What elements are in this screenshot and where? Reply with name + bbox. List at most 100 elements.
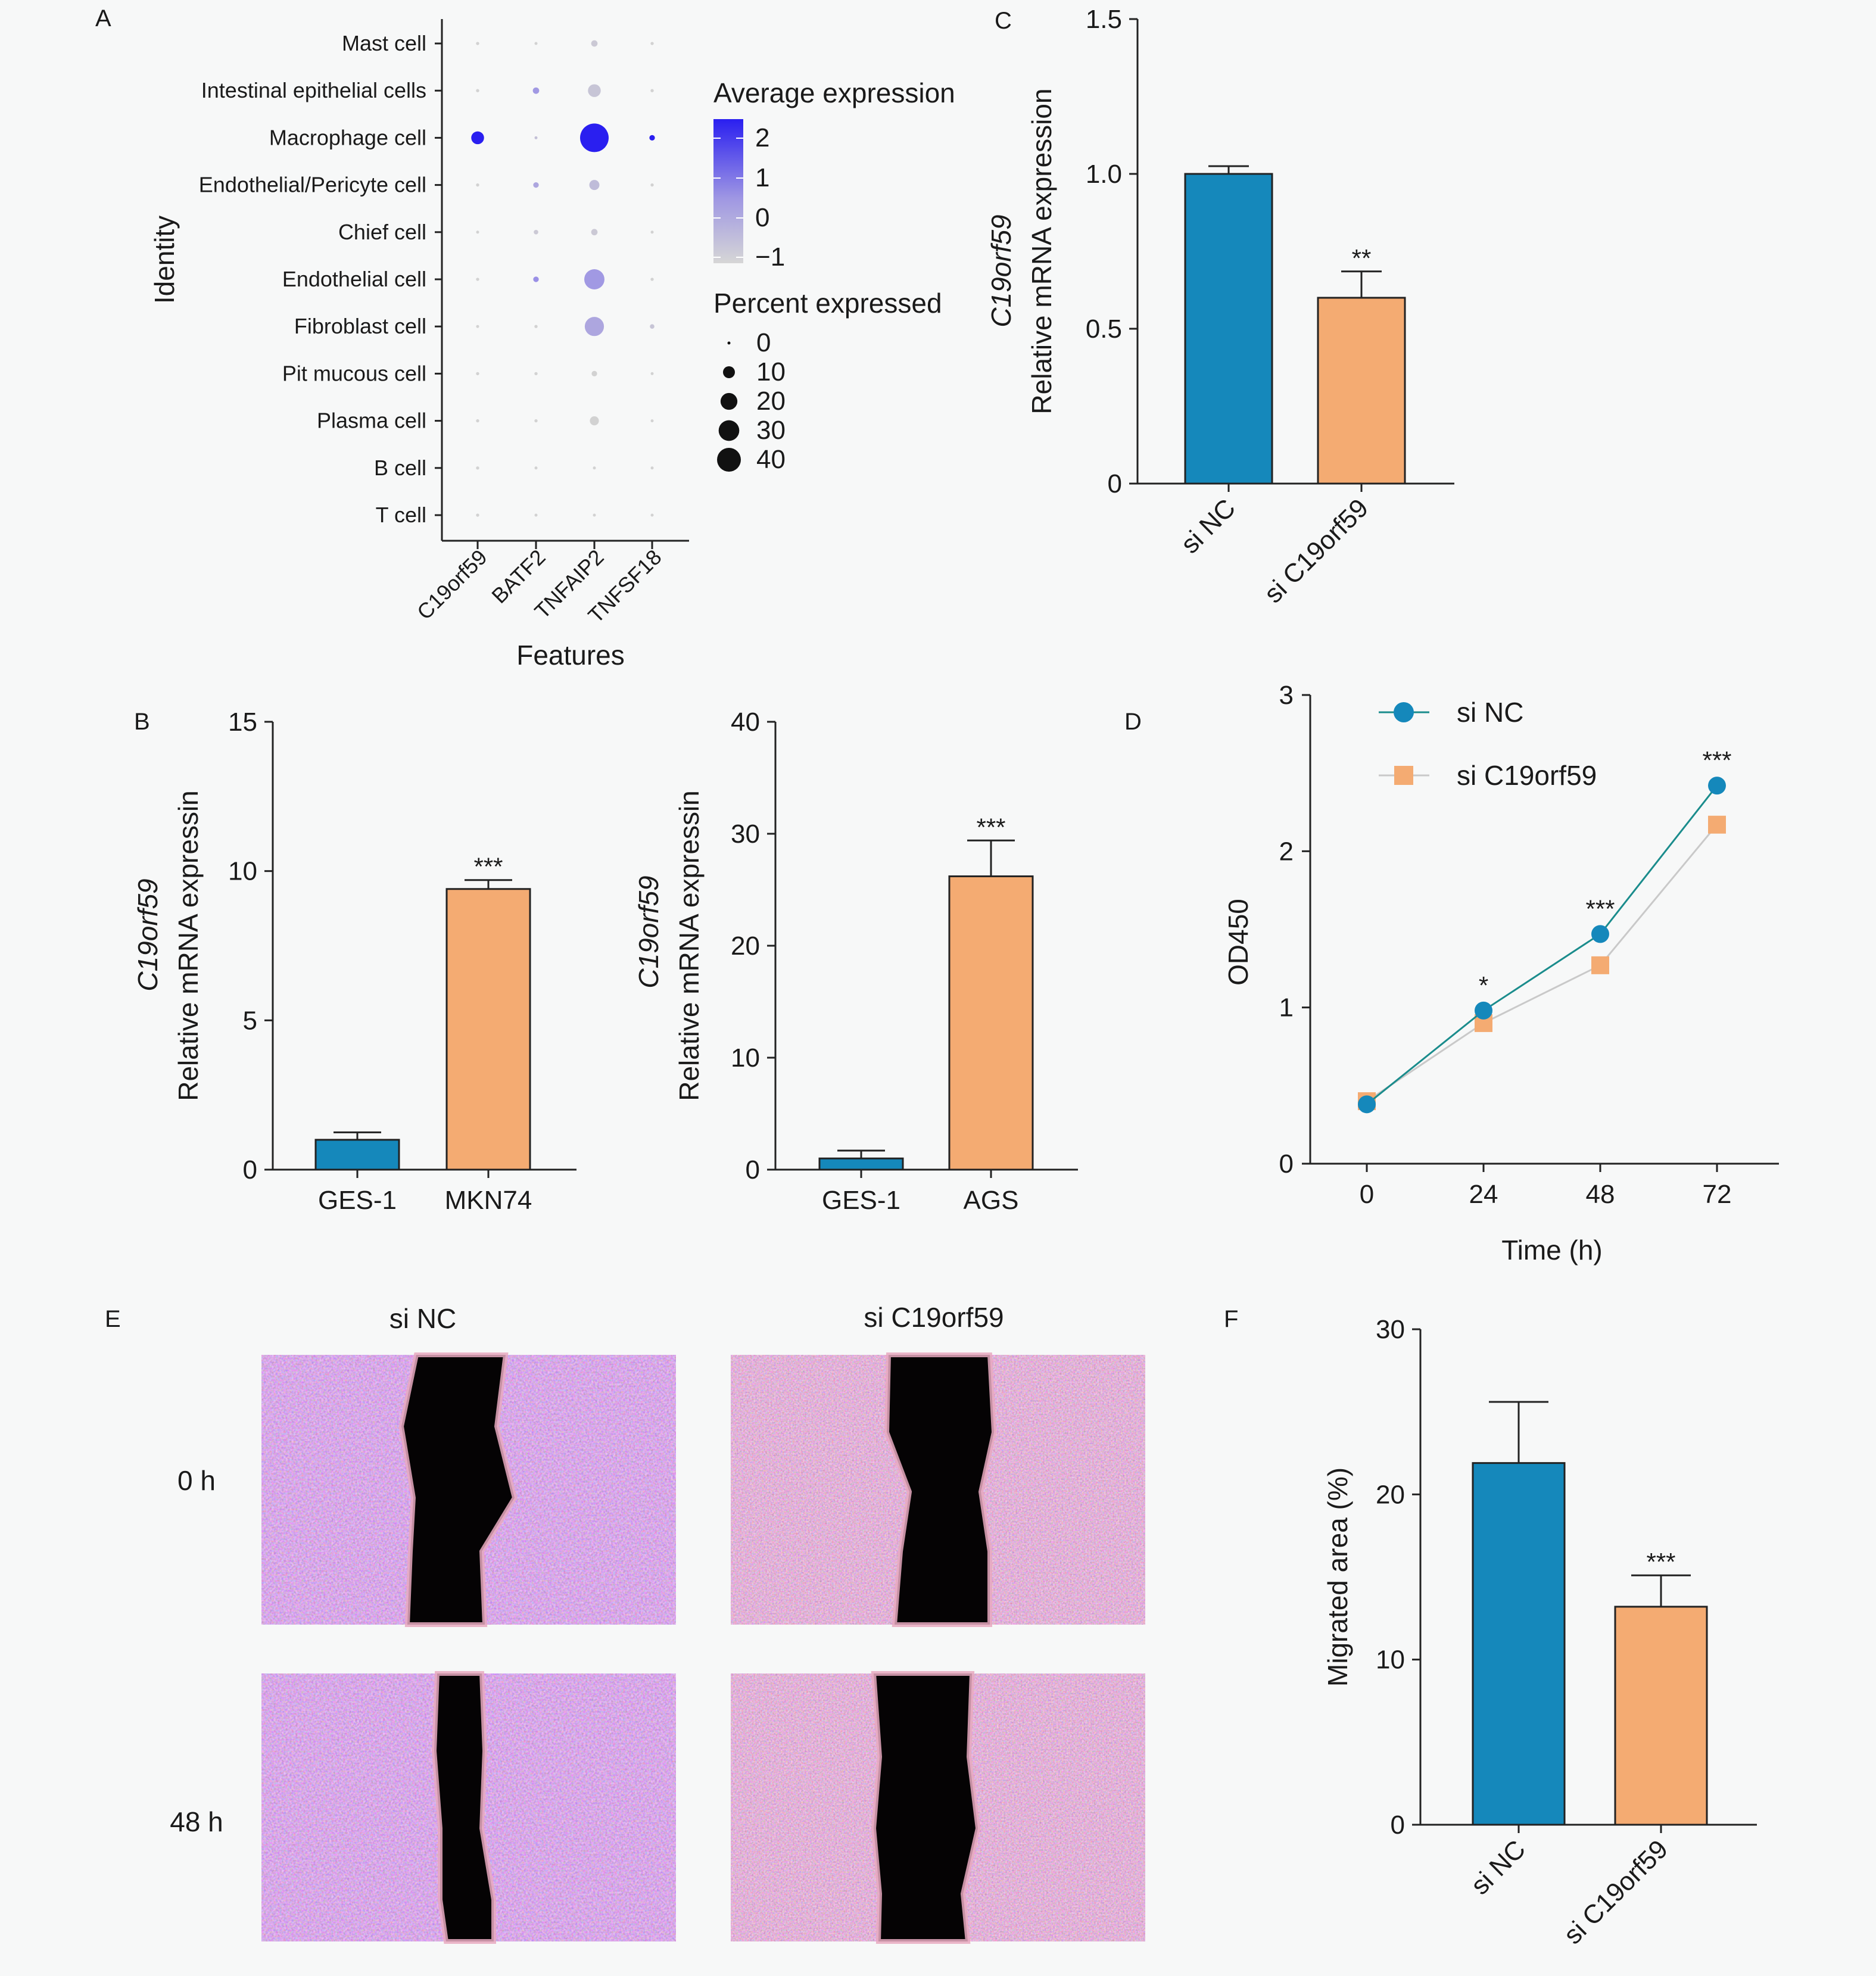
bar-control [1472,1462,1566,1826]
panel-a-identity-label: Pit mucous cell [282,361,426,385]
panel-a-dot [534,42,538,45]
y-axis-gene-title: C19orf59 [132,878,163,991]
panel-a-dot [533,276,539,282]
panel-a-pct-tick-label: 10 [756,357,786,387]
panel-d-x-tick-label: 0 [1360,1180,1374,1209]
panel-a-dot [476,325,479,328]
panel-a-dot [593,466,596,470]
panel-a-x-title: Features [516,640,625,671]
x-category-label: GES-1 [318,1186,397,1215]
significance-stars: *** [473,853,503,881]
panel-a-identity-label: Plasma cell [317,409,426,433]
panel-letter-c: C [995,8,1012,34]
panel-a-legend-avg-title: Average expression [713,77,955,108]
y-axis-title: Relative mRNA expressin [674,790,705,1101]
bar-control [314,1139,400,1171]
x-category-label: si NC [1465,1834,1531,1900]
panel-a-dot [471,131,484,145]
panel-d-point-si-c19orf59 [1591,956,1609,974]
y-tick-label: 0.5 [1086,314,1122,344]
y-tick-label: 30 [731,819,760,849]
panel-a-dot [476,230,479,234]
y-tick-label: 10 [1376,1645,1405,1675]
panel-a-dot [534,466,538,470]
panel-d-point-si-nc [1475,1001,1492,1020]
panel-a-dot [650,324,655,329]
panel-a-identity-label: Fibroblast cell [294,314,426,338]
panel-d-y-tick-label: 0 [1279,1149,1294,1179]
panel-d-legend-marker-si-c19orf59 [1394,766,1413,785]
panel-a-dot [534,419,538,423]
y-tick-label: 20 [731,931,760,961]
panel-e-image-si-c19orf59-0h [731,1352,1145,1627]
panel-d-point-si-nc [1591,925,1609,943]
bar-control [1184,173,1273,485]
panel-d-x-title: Time (h) [1501,1235,1603,1266]
x-category-label: si NC [1175,493,1241,559]
panel-a-avg-tick-label: 0 [755,203,769,232]
panel-a-identity-label: Mast cell [342,31,426,55]
panel-e-column-label-si-c19orf59: si C19orf59 [864,1302,1004,1333]
panel-a-identity-label: Macrophage cell [269,125,426,149]
panel-a-dot [650,89,654,92]
panel-a-dot [649,135,655,141]
panel-a-dot [650,466,654,470]
panel-a-identity-label: B cell [374,456,426,480]
panel-a-dot [476,419,479,423]
panel-a-dot [476,89,479,92]
panel-d-point-si-c19orf59 [1708,815,1726,834]
y-axis-gene-title: C19orf59 [986,214,1017,327]
panel-a-dot [534,513,538,517]
panel-a-avg-tick-label: 2 [755,123,769,152]
panel-a-dot [580,123,609,152]
panel-d-y-tick-label: 3 [1279,681,1294,710]
panel-e-scratch-gap [398,1352,518,1627]
x-category-label: si C19orf59 [1558,1834,1674,1950]
panel-letter-b: B [134,709,150,735]
panel-d-x-tick-label: 72 [1703,1180,1732,1209]
x-category-label: si C19orf59 [1258,493,1374,609]
y-axis-title: Relative mRNA expressin [173,790,204,1101]
panel-a-dot [591,229,598,236]
panel-d-significance-stars: *** [1702,746,1731,774]
panel-a-pct-tick-label: 40 [756,445,786,474]
panel-a-dot [650,278,654,281]
x-category-label: MKN74 [445,1186,532,1215]
panel-d-series-line-si-c19orf59 [1366,824,1718,1102]
panel-a-identity-label: Endothelial cell [282,267,426,291]
panel-e-column-label-si-nc: si NC [389,1303,456,1334]
y-axis-title: Migrated area (%) [1322,1467,1353,1687]
bar-control [818,1157,904,1171]
panel-a-dot [533,182,539,188]
panel-a-dot [534,230,538,235]
significance-stars: *** [976,813,1005,841]
panel-e-image-si-nc-0h [261,1352,676,1627]
y-tick-label: 30 [1376,1315,1405,1344]
panel-d-point-si-nc [1358,1095,1376,1114]
panel-letter-f: F [1224,1306,1238,1332]
y-axis-gene-title: C19orf59 [633,875,664,988]
panel-a-identity-label: Endothelial/Pericyte cell [199,173,426,197]
panel-a-feature-label: C19orf59 [412,545,492,625]
panel-f-bar-chart: 0 10 20 30 si NC *** si C19orf59 Migrated area … [1322,1315,1757,1950]
panel-d-y-title: OD450 [1223,899,1254,986]
y-tick-label: 0 [746,1155,760,1185]
panel-b-left-bar-chart: 0 5 10 15 GES-1 *** MKN74 Relative mRNA express… [132,708,576,1215]
panel-a-pct-legend-dot [720,392,738,410]
panel-a-dot [590,416,599,426]
panel-d-point-si-nc [1708,777,1726,795]
panel-a-dot [584,269,604,289]
panel-a-pct-legend-dot [717,448,741,472]
panel-d-x-tick-label: 24 [1469,1180,1498,1209]
panel-letter-d: D [1124,709,1142,735]
bar-treatment [445,888,531,1171]
panel-a-avg-tick-label: −1 [755,242,785,272]
bar-treatment [1317,297,1406,485]
panel-d-significance-stars: * [1479,971,1488,999]
panel-d-legend-label-si-nc: si NC [1457,697,1523,728]
panel-a-dot [534,325,538,328]
panel-a-identity-label: Intestinal epithelial cells [201,78,426,102]
panel-a-identity-label: Chief cell [338,220,426,244]
y-tick-label: 1.0 [1086,160,1122,189]
